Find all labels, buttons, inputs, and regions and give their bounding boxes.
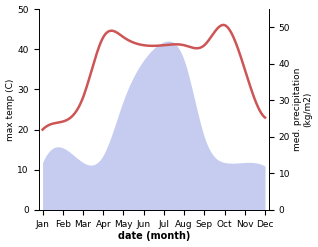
X-axis label: date (month): date (month): [118, 231, 190, 242]
Y-axis label: med. precipitation
(kg/m2): med. precipitation (kg/m2): [293, 68, 313, 151]
Y-axis label: max temp (C): max temp (C): [5, 78, 15, 141]
